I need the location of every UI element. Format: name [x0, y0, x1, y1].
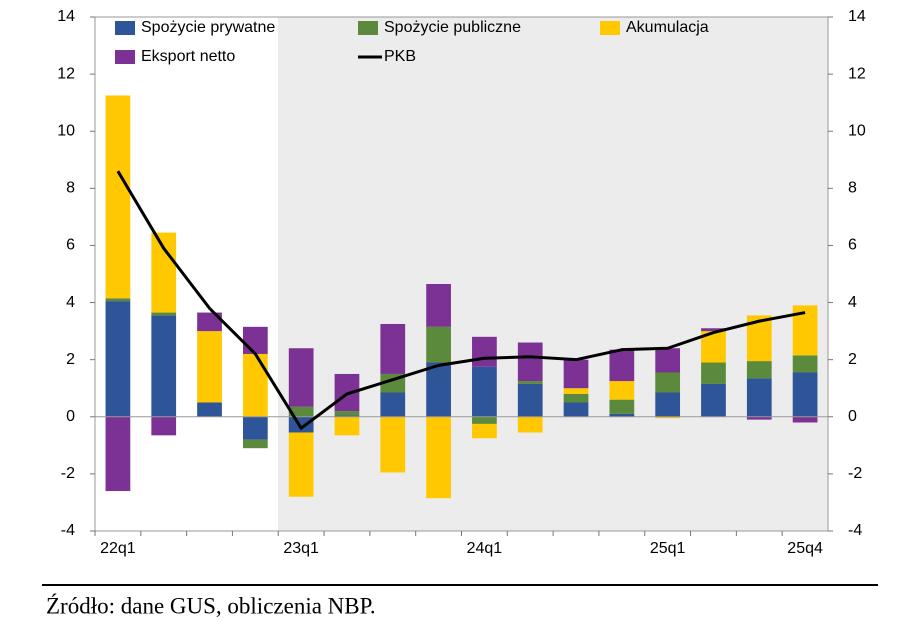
bar — [517, 383, 543, 417]
x-tick-label: 25q1 — [650, 540, 686, 557]
x-tick-label: 22q1 — [100, 540, 136, 557]
bar — [380, 323, 406, 374]
bar — [197, 312, 222, 332]
bar — [563, 388, 589, 394]
y-tick-label: -2 — [61, 465, 75, 482]
y2-tick-label: 6 — [848, 237, 857, 254]
legend-swatch — [358, 21, 378, 35]
bar — [288, 348, 314, 407]
bar — [609, 381, 635, 400]
bar — [655, 372, 681, 393]
y-tick-label: 4 — [66, 294, 75, 311]
legend-label: Spożycie prywatne — [141, 19, 275, 36]
bar — [655, 348, 681, 373]
bar — [746, 361, 772, 379]
legend-label: Spożycie publiczne — [384, 19, 521, 36]
y-tick-label: 14 — [57, 8, 75, 25]
bar — [517, 342, 543, 382]
source-note: Źródło: dane GUS, obliczenia NBP. — [46, 593, 376, 618]
bar — [288, 416, 314, 433]
y2-tick-label: 2 — [848, 351, 857, 368]
bar — [380, 416, 406, 473]
bar — [701, 362, 726, 384]
bar — [242, 353, 268, 417]
bar — [380, 392, 406, 417]
bar — [746, 378, 772, 417]
y-tick-label: -4 — [61, 522, 75, 539]
y2-tick-label: 10 — [848, 122, 866, 139]
bar — [105, 301, 131, 417]
bar — [472, 423, 497, 439]
bar — [105, 95, 131, 299]
bar — [426, 362, 451, 417]
bar — [288, 406, 314, 417]
y2-tick-label: -4 — [848, 522, 862, 539]
bar — [197, 402, 222, 417]
bar — [151, 312, 177, 316]
y-tick-label: 0 — [66, 408, 75, 425]
bar — [472, 366, 497, 417]
x-tick-label: 23q1 — [283, 540, 319, 557]
bar — [197, 331, 222, 403]
bar — [334, 415, 360, 417]
x-tick-label: 24q1 — [467, 540, 503, 557]
bar — [426, 326, 451, 363]
y2-tick-label: -2 — [848, 465, 862, 482]
bar — [609, 349, 635, 382]
y-tick-label: 10 — [57, 122, 75, 139]
y2-tick-label: 12 — [848, 65, 866, 82]
bar — [655, 392, 681, 417]
y-tick-label: 8 — [66, 180, 75, 197]
bar — [472, 336, 497, 367]
bar — [517, 416, 543, 433]
bar — [792, 416, 818, 423]
legend-label: Akumulacja — [626, 19, 709, 36]
bar — [609, 399, 635, 414]
bar — [151, 232, 177, 313]
bar — [334, 411, 360, 416]
bar — [701, 328, 726, 332]
y2-tick-label: 8 — [848, 180, 857, 197]
legend-swatch — [600, 21, 620, 35]
legend-label: PKB — [384, 48, 416, 65]
y-tick-label: 2 — [66, 351, 75, 368]
bar — [792, 372, 818, 417]
y2-tick-label: 4 — [848, 294, 857, 311]
forecast-shading — [278, 17, 828, 531]
bar — [426, 283, 451, 327]
bar — [151, 315, 177, 417]
bar — [746, 416, 772, 420]
y-tick-label: 6 — [66, 237, 75, 254]
bar — [334, 416, 360, 436]
bar — [105, 416, 131, 492]
bar — [472, 416, 497, 424]
bar — [242, 326, 268, 354]
bar — [792, 355, 818, 373]
legend-label: Eksport netto — [141, 48, 235, 65]
legend-swatch — [115, 21, 135, 35]
bar — [242, 439, 268, 449]
y-tick-label: 12 — [57, 65, 75, 82]
bar — [609, 413, 635, 417]
bar — [242, 416, 268, 440]
legend-swatch — [115, 50, 135, 64]
bar — [563, 402, 589, 417]
bar — [563, 393, 589, 403]
bar — [563, 359, 589, 389]
bar — [517, 381, 543, 384]
bar — [426, 416, 451, 499]
bar — [288, 432, 314, 497]
bar — [655, 416, 681, 419]
y2-tick-label: 0 — [848, 408, 857, 425]
y2-tick-label: 14 — [848, 8, 866, 25]
bar — [151, 416, 177, 436]
bar — [105, 298, 131, 302]
bar — [701, 383, 726, 417]
x-tick-label: 25q4 — [787, 540, 823, 557]
line — [116, 170, 806, 430]
